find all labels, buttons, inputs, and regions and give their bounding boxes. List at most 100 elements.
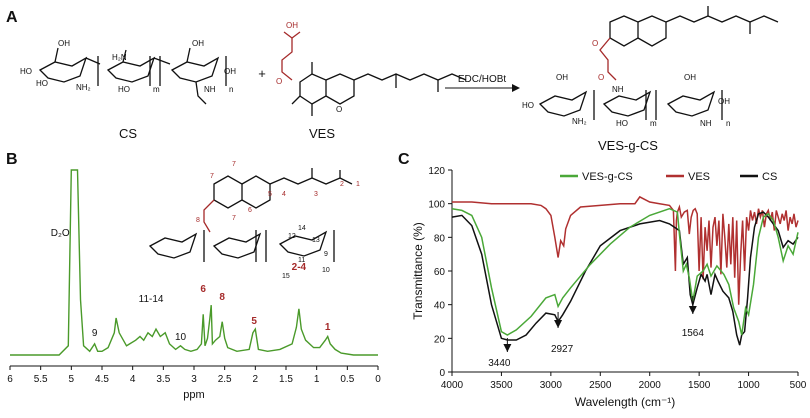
ftir-y-tick-label: 20 xyxy=(434,334,446,345)
nmr-peak-label: D₂O xyxy=(51,228,70,239)
ftir-x-tick-label: 500 xyxy=(790,380,807,391)
cs-nh2: NH₂ xyxy=(76,83,91,92)
cs-structure: HO HO OH NH₂ H₂N HO m OH OH NH n xyxy=(20,39,236,105)
nmr-x-tick-label: 6 xyxy=(7,374,13,385)
product-n: n xyxy=(726,119,730,128)
ves-label: VES xyxy=(309,126,335,141)
nmr-x-tick-label: 0 xyxy=(375,374,381,385)
product-ho: HO xyxy=(522,101,534,110)
nmr-peak-label: 6 xyxy=(200,284,206,295)
nmr-peak-label: 2-4 xyxy=(292,262,307,273)
ftir-plot: 0 20 40 60 80 100 120 4000 3500 3000 2500 2000 1500 1… xyxy=(411,166,807,409)
cs-m: m xyxy=(153,85,160,94)
product-nh3: NH xyxy=(700,119,712,128)
nmr-plot: 6 5.5 5 4.5 4 3.5 3 2.5 2 1.5 1 0.5 0 ppm D₂O 9 11-14 10 6… xyxy=(7,169,381,401)
nmr-x-axis-label: ppm xyxy=(183,389,204,401)
nmr-spectrum-line xyxy=(10,169,378,356)
ftir-x-tick-label: 2000 xyxy=(639,380,662,391)
cs-nh: NH xyxy=(204,85,216,94)
nmr-x-tick-label: 4.5 xyxy=(95,374,109,385)
nmr-x-tick-label: 5 xyxy=(69,374,75,385)
cs-oh-top: OH xyxy=(58,39,70,48)
panel-a-label: A xyxy=(6,9,18,26)
num-15: 15 xyxy=(282,273,290,280)
cs-ho-low: HO xyxy=(118,85,130,94)
num-2: 2 xyxy=(340,181,344,188)
product-oh3: OH xyxy=(718,97,730,106)
cs-label: CS xyxy=(119,126,137,141)
product-label: VES-g-CS xyxy=(598,138,658,153)
product-nh: NH xyxy=(612,85,624,94)
num-11: 11 xyxy=(298,257,305,264)
nmr-x-tick-label: 2 xyxy=(253,374,259,385)
ftir-y-tick-label: 0 xyxy=(439,368,445,379)
ftir-x-tick-label: 3500 xyxy=(490,380,513,391)
ftir-annotation: 1564 xyxy=(682,328,705,339)
legend-entry: CS xyxy=(762,171,777,183)
ftir-arrow-head xyxy=(554,320,563,328)
nmr-peak-label: 11-14 xyxy=(139,294,164,305)
ftir-y-tick-label: 40 xyxy=(434,301,446,312)
ves-o2: O xyxy=(336,105,342,114)
num-4: 4 xyxy=(282,191,286,198)
ftir-y-tick-label: 120 xyxy=(428,166,445,177)
ftir-y-tick-label: 80 xyxy=(434,233,446,244)
ftir-series-line xyxy=(451,207,799,336)
ftir-arrow-head xyxy=(688,306,697,314)
nmr-x-tick-label: 4 xyxy=(130,374,136,385)
nmr-peak-label: 8 xyxy=(219,292,225,303)
nmr-x-tick-label: 1 xyxy=(314,374,320,385)
num-14: 14 xyxy=(298,225,306,232)
product-oh1: OH xyxy=(556,73,568,82)
ves-o1: O xyxy=(276,77,282,86)
nmr-x-tick-label: 3.5 xyxy=(156,374,170,385)
num-7b: 7 xyxy=(210,173,214,180)
num-8: 8 xyxy=(196,217,200,224)
ftir-x-tick-label: 1000 xyxy=(737,380,760,391)
nmr-x-tick-label: 0.5 xyxy=(340,374,354,385)
ftir-y-tick-label: 100 xyxy=(428,200,445,211)
num-12: 12 xyxy=(288,233,296,240)
ftir-arrow-head xyxy=(503,344,512,352)
ves-oh: OH xyxy=(286,21,298,30)
panel-b-label: B xyxy=(6,151,18,168)
product-nh2: NH₂ xyxy=(572,117,587,126)
legend-entry: VES-g-CS xyxy=(582,171,633,183)
nmr-x-tick-label: 5.5 xyxy=(34,374,48,385)
nmr-peak-label: 9 xyxy=(92,328,98,339)
ftir-y-axis-label: Transmittance (%) xyxy=(411,222,425,320)
nmr-x-tick-label: 3 xyxy=(191,374,197,385)
ftir-series-line xyxy=(451,211,799,346)
ftir-x-tick-label: 1500 xyxy=(688,380,711,391)
ftir-series-line xyxy=(452,195,799,305)
ftir-x-tick-label: 4000 xyxy=(441,380,464,391)
cs-oh-end: OH xyxy=(224,67,236,76)
num-9: 9 xyxy=(324,251,328,258)
num-1: 1 xyxy=(356,181,360,188)
ftir-annotation: 3440 xyxy=(488,358,511,369)
panel-b: B 7 7 7 6 5 4 3 2 1 8 12 13 14 xyxy=(6,151,381,401)
panel-c-label: C xyxy=(398,151,410,168)
product-structure: O O NH HO OH NH₂ HO m OH OH NH n xyxy=(522,6,779,128)
panel-a: A HO HO OH NH₂ H₂N HO m OH OH NH xyxy=(6,6,779,153)
num-10: 10 xyxy=(322,267,330,274)
product-oh2: OH xyxy=(684,73,696,82)
cs-n: n xyxy=(229,85,233,94)
ftir-x-tick-label: 2500 xyxy=(589,380,612,391)
cs-ho-left: HO xyxy=(20,67,32,76)
nmr-peak-label: 10 xyxy=(175,332,187,343)
product-o1: O xyxy=(592,39,598,48)
plus-sign: + xyxy=(258,66,266,81)
ftir-y-tick-label: 60 xyxy=(434,267,446,278)
reaction-arrow xyxy=(445,84,520,92)
cs-oh-right: OH xyxy=(192,39,204,48)
legend-entry: VES xyxy=(688,171,710,183)
num-3: 3 xyxy=(314,191,318,198)
cs-ho-mid: HO xyxy=(36,79,48,88)
num-7a: 7 xyxy=(232,161,236,168)
nmr-peak-label: 1 xyxy=(325,322,331,333)
product-ho2: HO xyxy=(616,119,628,128)
nmr-peak-label: 5 xyxy=(251,316,257,327)
panel-c: C 0 20 40 60 80 100 120 4000 3500 3000 2500 2000 150… xyxy=(398,151,807,409)
